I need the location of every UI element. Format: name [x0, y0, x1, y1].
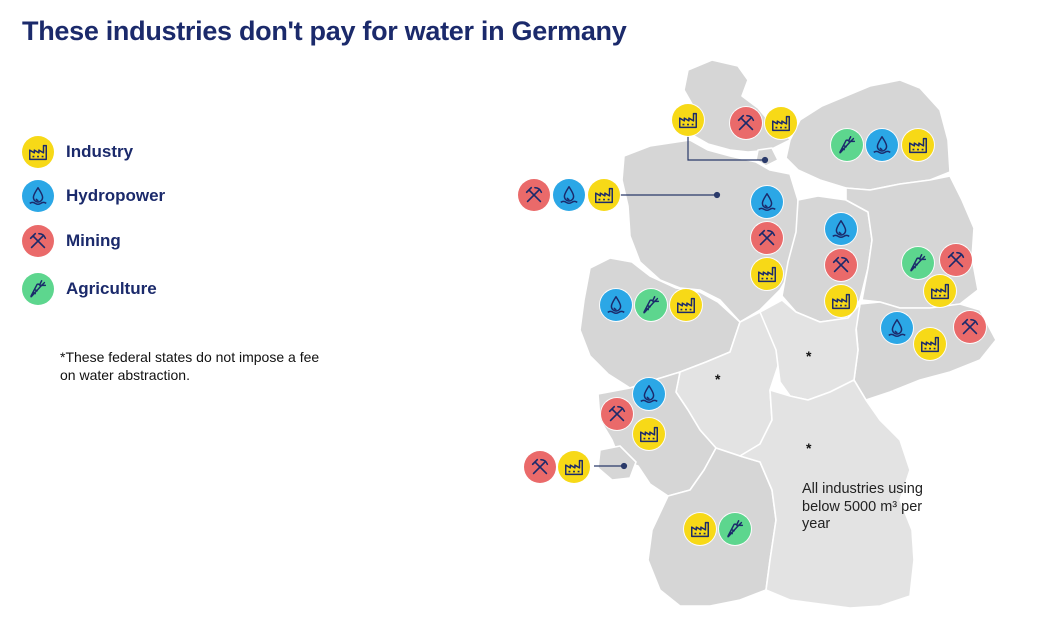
water-drop-icon	[866, 129, 898, 161]
state-thueringen	[759, 299, 861, 401]
factory-icon	[558, 451, 590, 483]
factory-icon	[765, 107, 797, 139]
footnote: *These federal states do not impose a fe…	[60, 349, 320, 383]
factory-icon	[588, 179, 620, 211]
legend-item-mining: Mining	[22, 225, 121, 257]
factory-icon	[924, 275, 956, 307]
factory-icon	[633, 418, 665, 450]
factory-icon	[670, 289, 702, 321]
carrot-icon	[719, 513, 751, 545]
pickaxe-hammer-icon	[524, 451, 556, 483]
factory-icon	[751, 258, 783, 290]
water-drop-icon	[22, 180, 54, 212]
water-drop-icon	[633, 378, 665, 410]
fee-free-marker-thueringen: *	[806, 348, 812, 364]
state-saarland	[597, 445, 637, 481]
legend-label-industry: Industry	[66, 142, 134, 161]
state-bayern	[739, 379, 915, 609]
factory-icon	[684, 513, 716, 545]
pickaxe-hammer-icon	[954, 311, 986, 343]
leader-dot-bremen	[713, 191, 721, 199]
factory-icon	[672, 104, 704, 136]
legend-item-hydropower: Hydropower	[22, 180, 165, 212]
legend-item-industry: Industry	[22, 136, 133, 168]
water-drop-icon	[825, 213, 857, 245]
carrot-icon	[902, 247, 934, 279]
pickaxe-hammer-icon	[601, 398, 633, 430]
water-drop-icon	[600, 289, 632, 321]
factory-icon	[914, 328, 946, 360]
legend-label-mining: Mining	[66, 231, 121, 250]
bavaria-note: All industries using below 5000 m³ per y…	[802, 481, 923, 532]
pickaxe-hammer-icon	[22, 225, 54, 257]
factory-icon	[22, 136, 54, 168]
leader-lines	[594, 135, 769, 470]
state-schleswig-holstein	[683, 59, 791, 153]
pickaxe-hammer-icon	[730, 107, 762, 139]
legend-item-agriculture: Agriculture	[22, 273, 157, 305]
pickaxe-hammer-icon	[518, 179, 550, 211]
page-title: These industries don't pay for water in …	[22, 16, 627, 46]
carrot-icon	[635, 289, 667, 321]
carrot-icon	[22, 273, 54, 305]
carrot-icon	[831, 129, 863, 161]
leader-line-schleswig-holstein	[687, 135, 765, 161]
pickaxe-hammer-icon	[940, 244, 972, 276]
leader-dot-schleswig-holstein	[761, 156, 769, 164]
water-drop-icon	[751, 186, 783, 218]
leader-dot-saarland	[620, 462, 628, 470]
factory-icon	[825, 285, 857, 317]
legend-label-hydropower: Hydropower	[66, 186, 166, 205]
water-drop-icon	[553, 179, 585, 211]
pickaxe-hammer-icon	[825, 249, 857, 281]
fee-free-marker-hessen: *	[715, 371, 721, 387]
pickaxe-hammer-icon	[751, 222, 783, 254]
legend-label-agriculture: Agriculture	[66, 279, 157, 298]
fee-free-marker-bayern: *	[806, 440, 812, 456]
factory-icon	[902, 129, 934, 161]
water-drop-icon	[881, 312, 913, 344]
state-hamburg	[755, 147, 779, 167]
